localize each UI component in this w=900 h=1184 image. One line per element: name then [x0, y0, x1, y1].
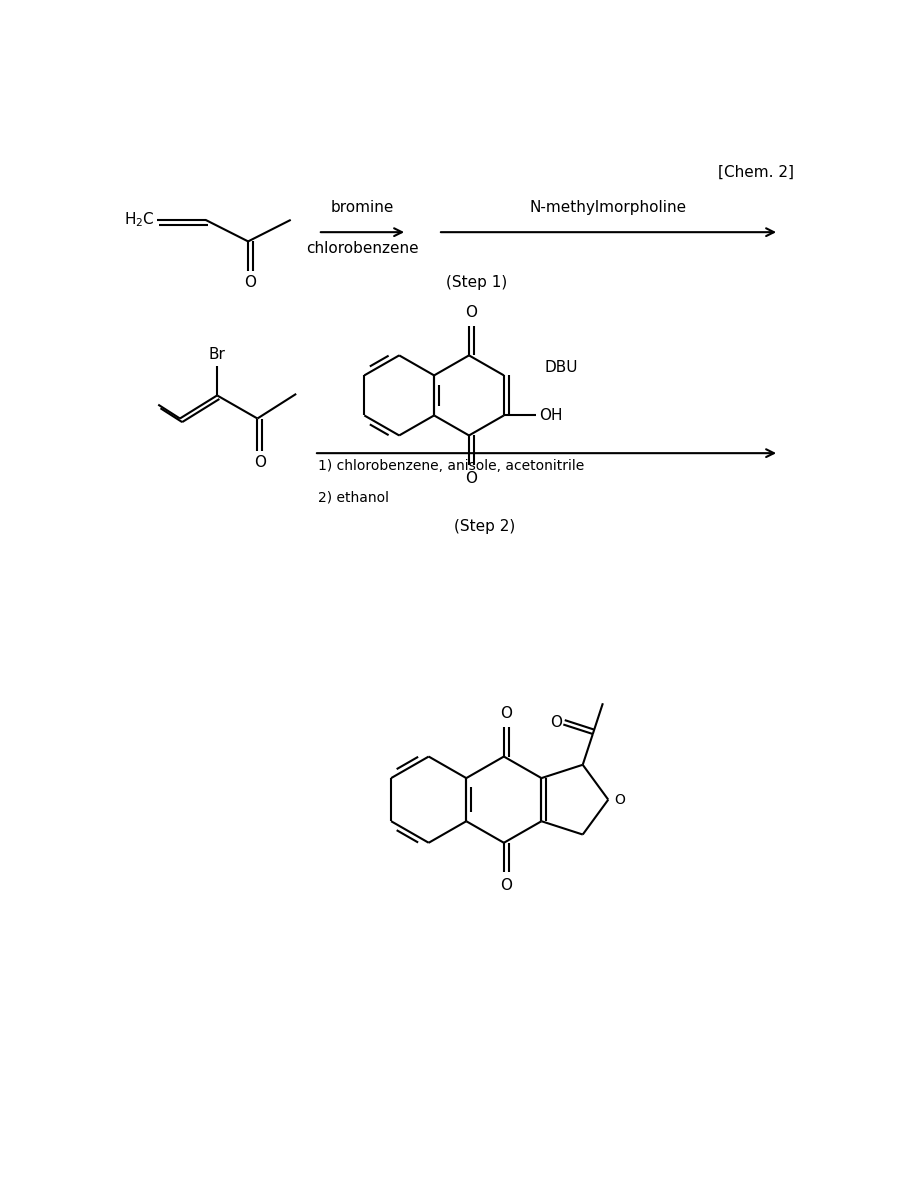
Text: O: O [465, 305, 477, 320]
Text: OH: OH [539, 408, 562, 423]
Text: O: O [465, 471, 477, 485]
Text: O: O [500, 706, 512, 721]
Text: Br: Br [209, 347, 226, 361]
Text: N-methylmorpholine: N-methylmorpholine [530, 200, 687, 215]
Text: (Step 1): (Step 1) [446, 275, 508, 290]
Text: DBU: DBU [544, 360, 578, 375]
Text: H$_2$C: H$_2$C [124, 211, 155, 230]
Text: O: O [500, 879, 512, 893]
Text: O: O [550, 715, 562, 729]
Text: O: O [254, 456, 266, 470]
Text: 1) chlorobenzene, anisole, acetonitrile: 1) chlorobenzene, anisole, acetonitrile [318, 459, 584, 474]
Text: O: O [615, 792, 626, 806]
Text: chlorobenzene: chlorobenzene [306, 242, 418, 257]
Text: 2) ethanol: 2) ethanol [318, 490, 389, 504]
Text: bromine: bromine [330, 200, 393, 215]
Text: (Step 2): (Step 2) [454, 519, 515, 534]
Text: [Chem. 2]: [Chem. 2] [718, 165, 795, 180]
Text: O: O [245, 276, 256, 290]
